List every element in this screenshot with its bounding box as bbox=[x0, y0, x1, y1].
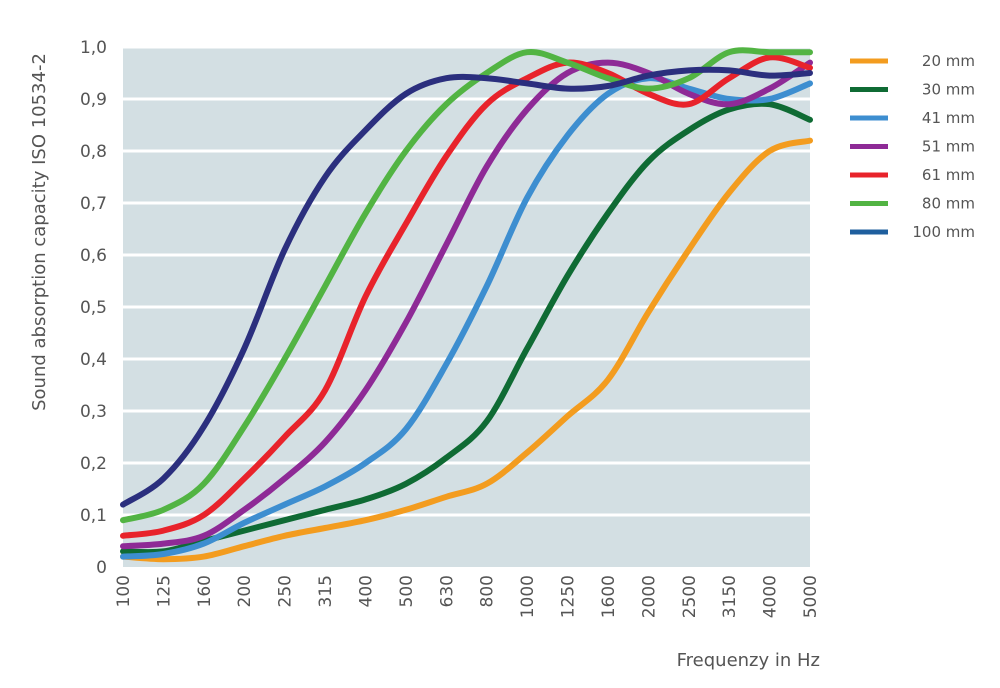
legend-label: 80 mm bbox=[922, 195, 975, 213]
y-axis-ticks: 0 0,1 0,2 0,3 0,4 0,5 0,6 0,7 0,8 0,9 1,0 bbox=[80, 38, 107, 578]
y-tick-label: 0,7 bbox=[80, 194, 107, 214]
legend-label: 100 mm bbox=[912, 223, 975, 241]
x-tick-label: 4000 bbox=[761, 575, 781, 618]
x-tick-label: 500 bbox=[397, 575, 417, 607]
x-tick-label: 250 bbox=[276, 575, 296, 607]
y-tick-label: 0,9 bbox=[80, 90, 107, 110]
y-tick-label: 0,4 bbox=[80, 350, 107, 370]
y-axis-label: Sound absorption capacity ISO 10534-2 bbox=[29, 53, 50, 411]
series-line-20-mm bbox=[120, 137, 813, 563]
series-line-30-mm bbox=[120, 100, 813, 556]
legend-label: 61 mm bbox=[922, 166, 975, 184]
series-line-80-mm bbox=[120, 47, 813, 524]
x-tick-label: 630 bbox=[437, 575, 457, 607]
series-line-61-mm bbox=[120, 54, 813, 539]
x-tick-label: 200 bbox=[235, 575, 255, 607]
grid-lines bbox=[123, 45, 810, 517]
x-tick-label: 125 bbox=[154, 575, 174, 607]
series-line-51-mm bbox=[120, 59, 813, 550]
x-tick-label: 2500 bbox=[680, 575, 700, 618]
legend: 20 mm 30 mm 41 mm 51 mm 61 mm 80 mm 100 mm bbox=[850, 52, 975, 241]
legend-label: 30 mm bbox=[922, 81, 975, 99]
x-tick-label: 100 bbox=[114, 575, 134, 607]
y-tick-label: 0,8 bbox=[80, 142, 107, 162]
y-tick-label: 0,2 bbox=[80, 454, 107, 474]
x-axis-label: Frequenzy in Hz bbox=[677, 650, 820, 671]
legend-label: 41 mm bbox=[922, 109, 975, 127]
x-tick-label: 800 bbox=[478, 575, 498, 607]
y-tick-label: 0,5 bbox=[80, 298, 107, 318]
y-tick-label: 0,3 bbox=[80, 402, 107, 422]
x-tick-label: 2000 bbox=[639, 575, 659, 618]
y-tick-label: 0,1 bbox=[80, 506, 107, 526]
x-axis-ticks: 100 125 160 200 250 315 400 500 630 800 1000 1250 16… bbox=[114, 575, 821, 618]
series-line-100-mm bbox=[120, 66, 813, 508]
legend-label: 51 mm bbox=[922, 138, 975, 156]
x-tick-label: 3150 bbox=[720, 575, 740, 618]
x-tick-label: 5000 bbox=[801, 575, 821, 618]
legend-label: 20 mm bbox=[922, 52, 975, 70]
y-tick-label: 0 bbox=[96, 558, 107, 578]
x-tick-label: 1000 bbox=[518, 575, 538, 618]
x-tick-label: 1250 bbox=[559, 575, 579, 618]
x-tick-label: 315 bbox=[316, 575, 336, 607]
y-tick-label: 0,6 bbox=[80, 246, 107, 266]
series-line-41-mm bbox=[120, 75, 813, 560]
series-lines bbox=[120, 47, 813, 563]
x-tick-label: 400 bbox=[356, 575, 376, 607]
x-tick-label: 1600 bbox=[599, 575, 619, 618]
x-tick-label: 160 bbox=[195, 575, 215, 607]
y-tick-label: 1,0 bbox=[80, 38, 107, 58]
